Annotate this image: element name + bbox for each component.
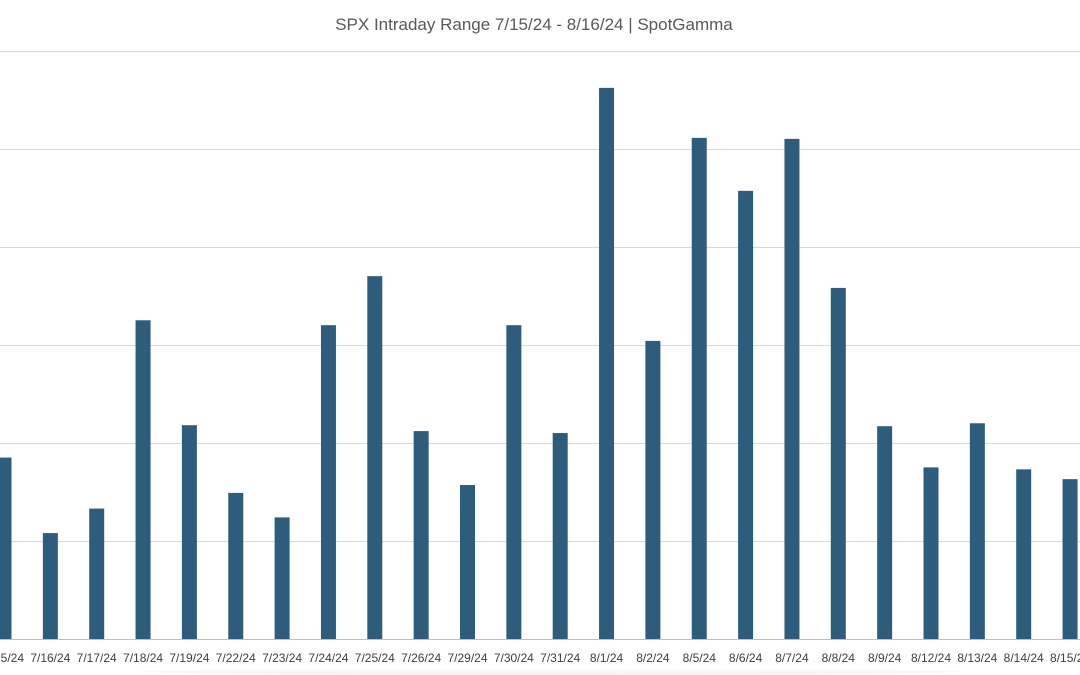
bar	[830, 287, 846, 639]
x-tick-label: 8/1/24	[590, 651, 624, 665]
gridlines	[0, 51, 1080, 640]
x-tick-label: 7/25/24	[355, 651, 395, 665]
x-tick-label: 8/12/24	[911, 651, 951, 665]
bar	[135, 320, 151, 639]
x-tick-label: 7/16/24	[30, 651, 70, 665]
bottom-shadow	[140, 668, 960, 675]
x-tick-label: 7/15/24	[0, 651, 24, 665]
bar	[506, 325, 522, 639]
bar	[645, 340, 661, 639]
x-tick-label: 8/5/24	[683, 651, 717, 665]
bar	[181, 425, 197, 639]
x-tick-label: 7/31/24	[540, 651, 580, 665]
bar	[969, 423, 985, 639]
x-tick-label: 8/14/24	[1004, 651, 1044, 665]
x-axis-tick-labels: 7/15/24 7/16/24 7/17/24 7/18/24 7/19/24 7/22/…	[0, 651, 1080, 665]
x-tick-label: 7/19/24	[169, 651, 209, 665]
bar	[784, 138, 800, 640]
bar	[413, 431, 429, 639]
bar	[320, 325, 336, 639]
x-tick-label: 7/18/24	[123, 651, 163, 665]
bars	[0, 87, 1078, 640]
bar	[274, 517, 290, 639]
x-tick-label: 8/13/24	[957, 651, 997, 665]
bar	[0, 457, 12, 639]
bar	[42, 533, 58, 639]
x-tick-label: 7/17/24	[77, 651, 117, 665]
x-tick-label: 7/24/24	[308, 651, 348, 665]
x-tick-label: 7/30/24	[494, 651, 534, 665]
chart-title: SPX Intraday Range 7/15/24 - 8/16/24 | S…	[335, 15, 733, 34]
x-tick-label: 8/9/24	[868, 651, 902, 665]
bar	[460, 485, 475, 639]
x-tick-label: 8/15/24	[1050, 651, 1080, 665]
bar	[691, 137, 707, 639]
bar	[599, 87, 615, 640]
x-tick-label: 8/6/24	[729, 651, 763, 665]
x-tick-label: 8/8/24	[822, 651, 856, 665]
x-tick-label: 7/29/24	[447, 651, 487, 665]
x-tick-label: 7/23/24	[262, 651, 302, 665]
x-tick-label: 8/7/24	[775, 651, 809, 665]
x-tick-label: 7/22/24	[216, 651, 256, 665]
bar	[552, 433, 568, 639]
bar	[1062, 479, 1078, 639]
bar	[738, 190, 754, 639]
x-tick-label: 7/26/24	[401, 651, 441, 665]
bar	[228, 492, 244, 639]
bar	[923, 467, 939, 639]
bar	[367, 276, 383, 639]
bar	[89, 508, 105, 639]
bar	[1016, 469, 1032, 639]
x-tick-label: 8/2/24	[636, 651, 670, 665]
bar	[877, 426, 893, 639]
